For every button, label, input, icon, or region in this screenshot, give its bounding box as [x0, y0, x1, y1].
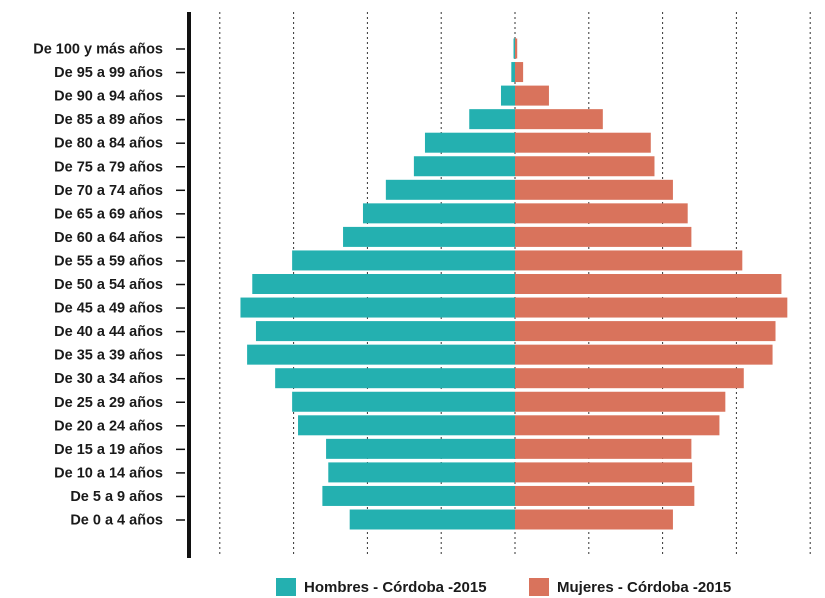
bar-hombres: [322, 485, 515, 506]
y-tick-label: De 35 a 39 años: [54, 348, 163, 364]
y-tick-label: De 65 a 69 años: [54, 206, 163, 222]
bar-mujeres: [515, 85, 549, 106]
y-tick-label: De 0 a 4 años: [70, 513, 163, 529]
bar-hombres: [255, 321, 515, 342]
y-tick-label: De 85 a 89 años: [54, 112, 163, 128]
y-tick-label: De 100 y más años: [33, 42, 163, 58]
bar-hombres: [343, 226, 515, 247]
bar-hombres: [413, 156, 515, 177]
legend-swatch-mujeres: [529, 578, 549, 596]
y-tick-label: De 60 a 64 años: [54, 230, 163, 246]
y-tick-label: De 5 a 9 años: [70, 489, 163, 505]
bar-mujeres: [515, 179, 673, 200]
legend-item-hombres[interactable]: Hombres - Córdoba -2015: [276, 578, 487, 596]
bar-mujeres: [515, 203, 688, 224]
category-axis: [176, 12, 191, 558]
category-labels: De 100 y más años De 95 a 99 años De 90 a …: [33, 42, 163, 529]
legend-swatch-hombres: [276, 578, 296, 596]
bars-group: [240, 38, 788, 530]
bar-hombres: [247, 344, 515, 365]
y-tick-label: De 90 a 94 años: [54, 89, 163, 105]
bar-mujeres: [515, 274, 782, 294]
legend-label-mujeres: Mujeres - Córdoba -2015: [557, 578, 732, 596]
y-tick-label: De 15 a 19 años: [54, 442, 163, 458]
bar-hombres: [240, 297, 516, 318]
bar-hombres: [511, 62, 515, 83]
y-tick-label: De 50 a 54 años: [54, 277, 163, 293]
bar-hombres: [349, 509, 515, 530]
bar-mujeres: [515, 509, 673, 530]
bar-hombres: [292, 250, 515, 271]
bar-mujeres: [515, 415, 720, 436]
bar-hombres: [326, 438, 515, 459]
bar-hombres: [424, 132, 515, 153]
bar-mujeres: [515, 462, 693, 483]
bar-hombres: [292, 391, 515, 412]
bar-mujeres: [515, 250, 743, 271]
bar-mujeres: [515, 226, 692, 247]
bar-hombres: [362, 203, 515, 224]
bar-hombres: [328, 462, 515, 483]
y-tick-label: De 75 a 79 años: [54, 159, 163, 175]
bar-mujeres: [515, 485, 695, 506]
y-tick-label: De 25 a 29 años: [54, 395, 163, 411]
bar-mujeres: [515, 38, 518, 59]
bar-mujeres: [515, 62, 524, 83]
bar-mujeres: [515, 438, 692, 459]
y-tick-label: De 70 a 74 años: [54, 183, 163, 199]
y-tick-label: De 95 a 99 años: [54, 65, 163, 81]
bar-mujeres: [515, 391, 726, 412]
legend-label-hombres: Hombres - Córdoba -2015: [304, 578, 487, 596]
bar-hombres: [298, 415, 515, 436]
legend-item-mujeres[interactable]: Mujeres - Córdoba -2015: [529, 578, 731, 596]
bar-mujeres: [515, 132, 651, 153]
y-tick-label: De 10 a 14 años: [54, 465, 163, 481]
bar-mujeres: [515, 368, 744, 389]
y-tick-label: De 80 a 84 años: [54, 136, 163, 152]
y-tick-label: De 45 a 49 años: [54, 301, 163, 317]
bar-mujeres: [515, 344, 773, 365]
bar-mujeres: [515, 297, 788, 318]
bar-mujeres: [515, 109, 603, 130]
y-tick-label: De 40 a 44 años: [54, 324, 163, 340]
bar-hombres: [275, 368, 515, 389]
bar-hombres: [513, 38, 515, 59]
bar-mujeres: [515, 321, 776, 342]
y-tick-label: De 20 a 24 años: [54, 418, 163, 434]
bar-hombres: [385, 179, 515, 200]
bar-mujeres: [515, 156, 655, 177]
bar-hombres: [500, 85, 515, 106]
legend: Hombres - Córdoba -2015 Mujeres - Córdob…: [0, 578, 825, 598]
y-tick-label: De 30 a 34 años: [54, 371, 163, 387]
bar-hombres: [469, 109, 515, 130]
bar-hombres: [252, 274, 515, 294]
y-tick-label: De 55 a 59 años: [54, 253, 163, 269]
